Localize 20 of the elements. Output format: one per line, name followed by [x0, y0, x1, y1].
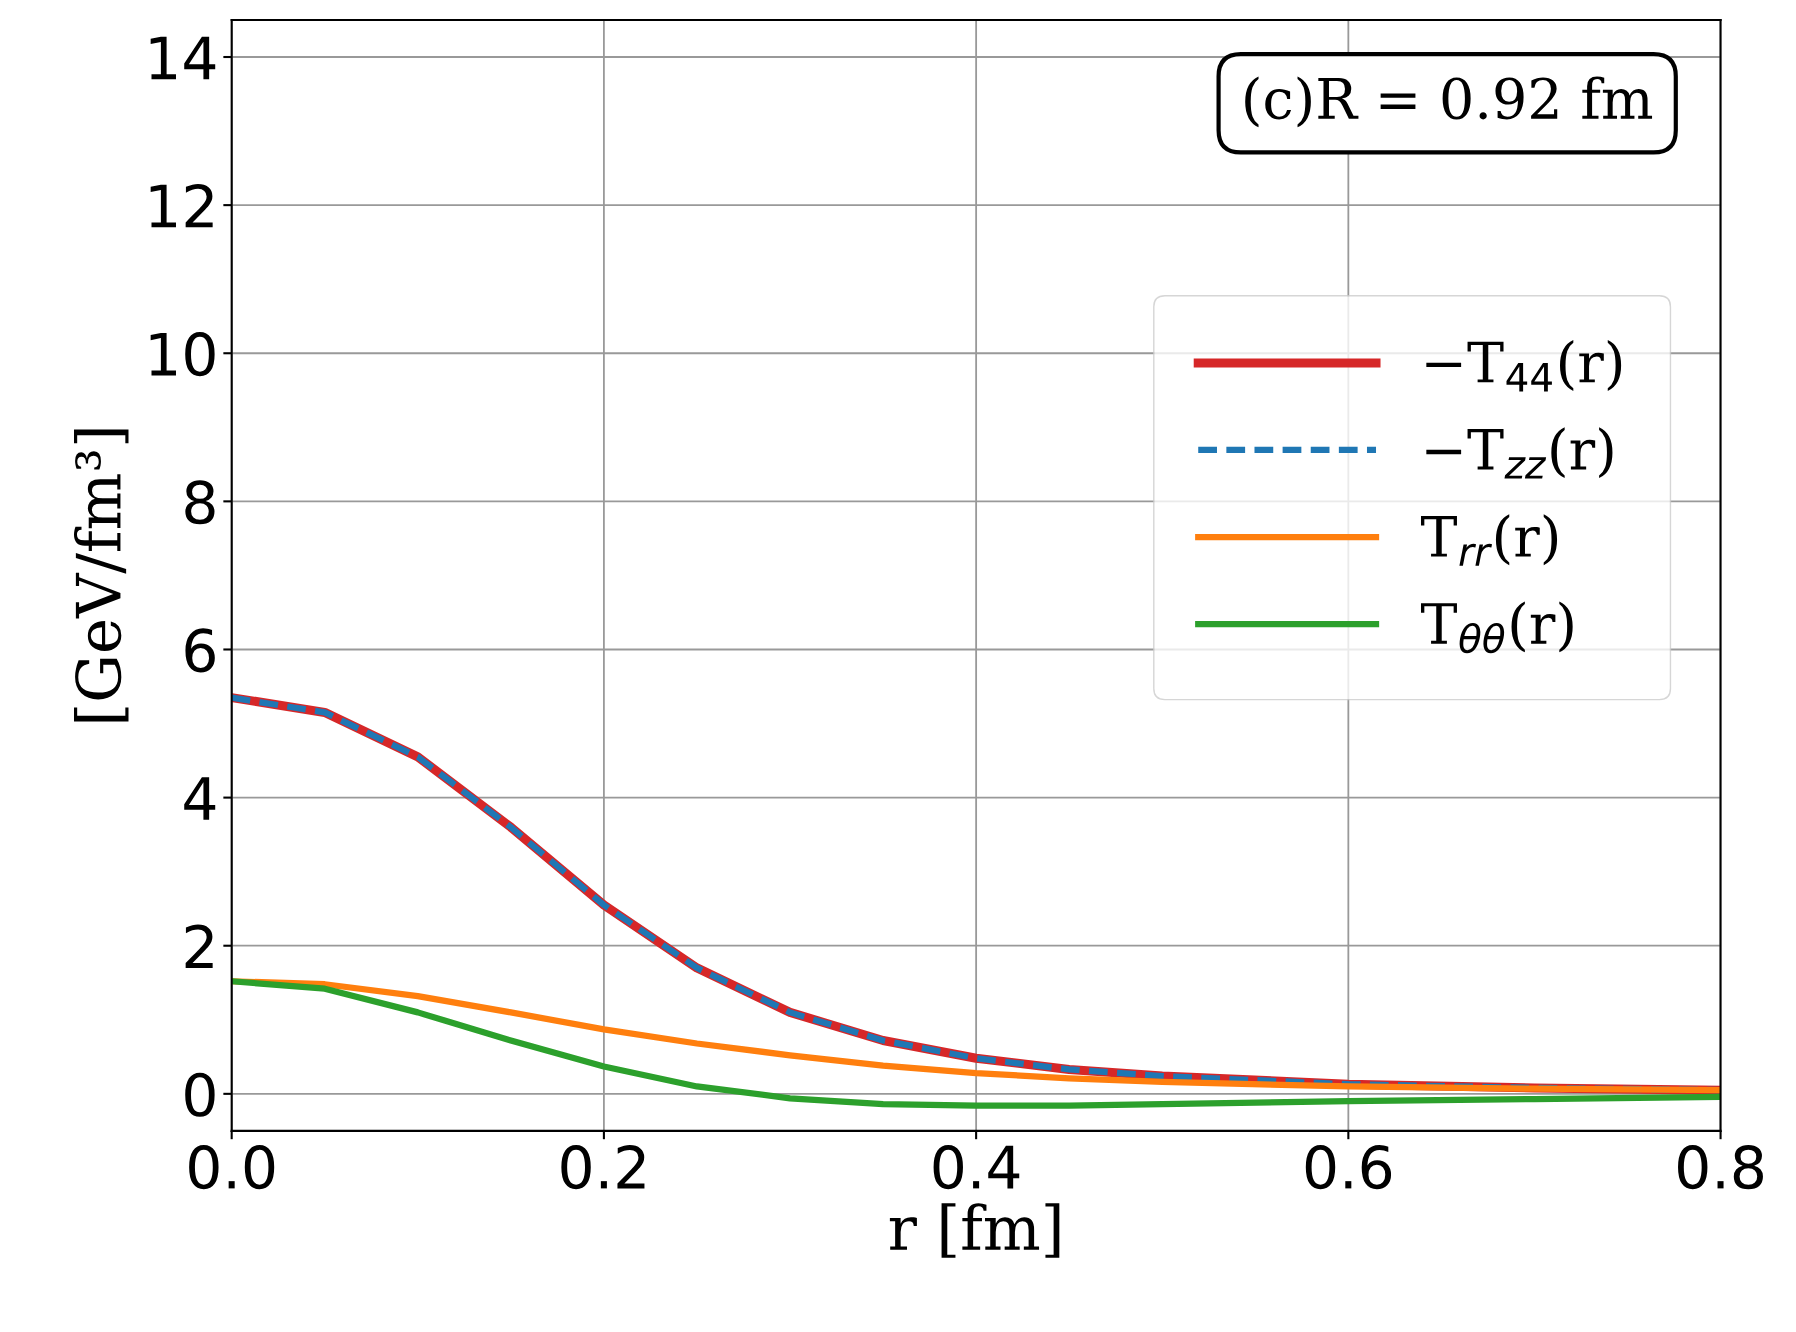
x-tick-label: 0.0	[189, 1145, 275, 1190]
annotation: (c)R = 0.92 fm	[1245, 76, 1653, 128]
legend-label: −T$_{zz}$(r)	[1426, 427, 1613, 479]
y-tick-label: 14	[150, 36, 216, 80]
x-tick-label: 0.6	[1305, 1145, 1392, 1190]
y-tick-label: 6	[185, 628, 215, 673]
y-axis-title: [GeV/fm³]	[74, 429, 129, 722]
x-tick-label: 0.8	[1678, 1145, 1763, 1190]
y-tick-label: 8	[185, 480, 215, 525]
legend-label: T$_{rr}$(r)	[1421, 514, 1558, 566]
x-tick-label: 0.2	[561, 1145, 645, 1190]
y-tick-label: 12	[150, 184, 213, 228]
legend-label: −T$_{44}$(r)	[1426, 340, 1622, 392]
y-tick-label: 0	[185, 1072, 215, 1117]
y-tick-label: 4	[184, 777, 216, 820]
y-tick-label: 2	[185, 924, 213, 968]
x-axis-title: r [fm]	[889, 1203, 1060, 1258]
legend-label: T$_{θθ}$(r)	[1421, 601, 1573, 654]
y-tick-label: 10	[150, 332, 215, 377]
x-tick-label: 0.4	[933, 1145, 1020, 1190]
